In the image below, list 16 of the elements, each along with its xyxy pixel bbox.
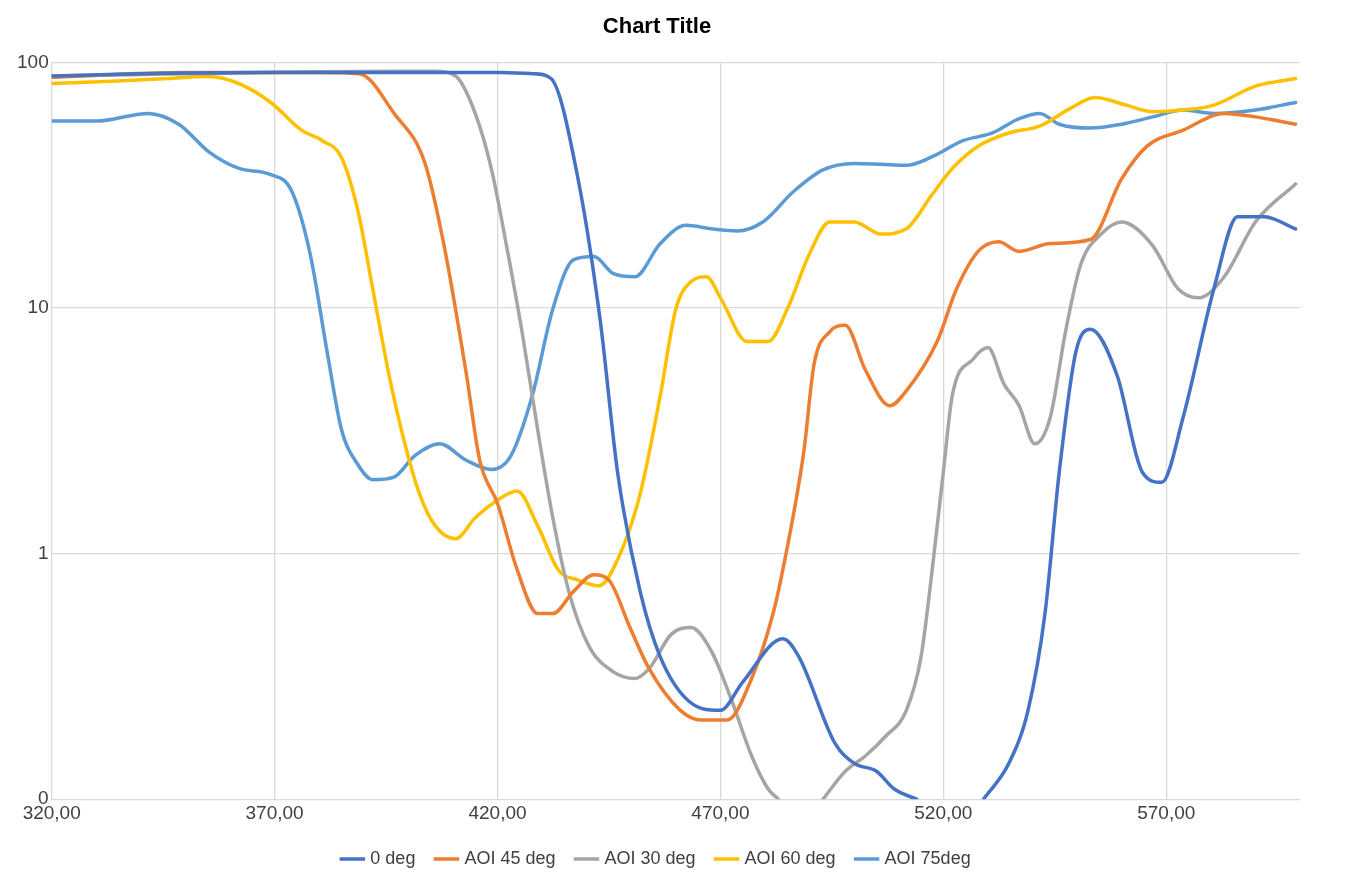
line-series [51,74,1298,588]
y-tick-label: 1 [38,541,49,563]
x-tick-label: 470,00 [691,801,750,823]
chart-title: Chart Title [602,13,712,39]
legend-label: AOI 30 deg [604,847,696,868]
legend-label: AOI 75deg [884,847,971,868]
line-series [51,100,1298,482]
legend-label: AOI 60 deg [744,847,836,868]
legend-label: AOI 45 deg [464,847,556,868]
x-tick-label: 520,00 [914,801,973,823]
x-tick-label: 370,00 [245,801,304,823]
y-tick-label: 100 [17,50,49,72]
y-tick-label: 10 [27,296,49,318]
legend-label: 0 deg [370,847,416,868]
x-tick-label: 570,00 [1137,801,1196,823]
x-tick-label: 420,00 [468,801,527,823]
